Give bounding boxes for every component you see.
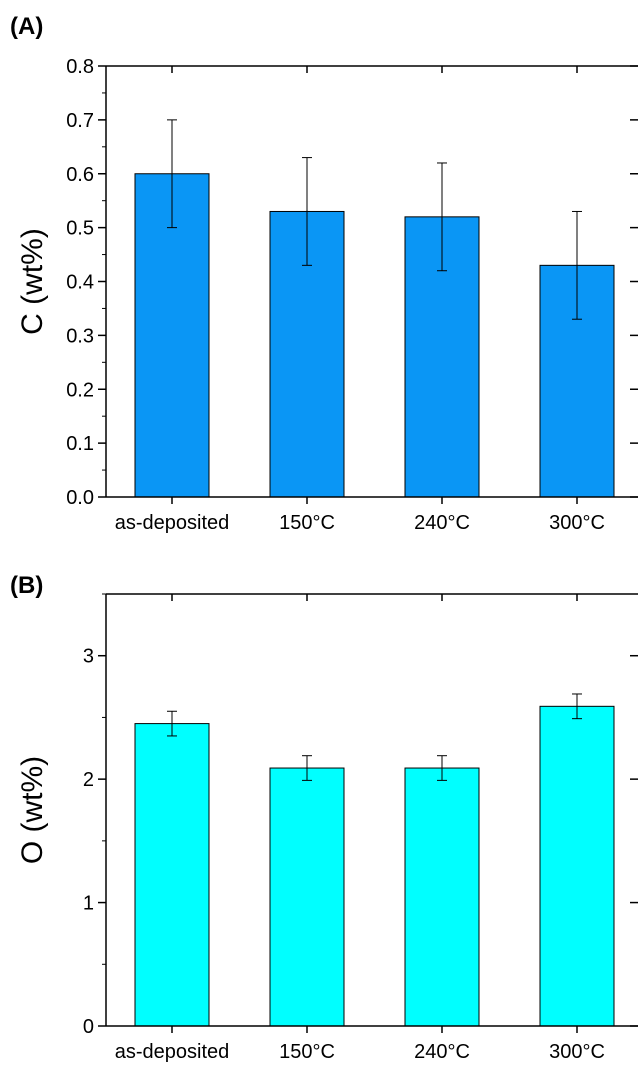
bar-1 xyxy=(269,767,345,1027)
y-tick-label: 0.8 xyxy=(66,56,94,78)
error-bar-2 xyxy=(437,755,447,781)
y-tick-label: 0.7 xyxy=(66,110,94,132)
error-bar-3 xyxy=(572,210,582,320)
y-tick-label: 0.0 xyxy=(66,487,94,509)
error-bar-1 xyxy=(302,755,312,781)
x-tick-label: 150°C xyxy=(279,512,335,534)
y-tick-label: 0.3 xyxy=(66,325,94,347)
x-tick-label: 300°C xyxy=(549,1041,605,1063)
error-bar-0 xyxy=(167,119,177,229)
panel-b: (B) 0 1 2 3 as-deposited 150°C 240°C 300°C O (wt%… xyxy=(10,572,638,1063)
y-tick-label: 0.6 xyxy=(66,164,94,186)
x-tick-label: 240°C xyxy=(414,1041,470,1063)
error-bar-3 xyxy=(572,693,582,720)
y-tick-label: 0.5 xyxy=(66,218,94,240)
y-tick-label: 0 xyxy=(83,1016,94,1038)
error-bar-2 xyxy=(437,162,447,272)
y-tick-label: 3 xyxy=(83,646,94,668)
x-tick-label: as-deposited xyxy=(115,512,230,534)
bar-3 xyxy=(539,705,615,1027)
bar-2 xyxy=(404,767,480,1027)
y-tick-label: 0.2 xyxy=(66,379,94,401)
panel-label: (B) xyxy=(10,572,43,599)
x-tick-label: 240°C xyxy=(414,512,470,534)
y-axis-title: C (wt%) xyxy=(16,228,49,335)
error-bar-0 xyxy=(167,710,177,737)
y-tick-label: 1 xyxy=(83,893,94,915)
y-tick-label: 0.1 xyxy=(66,433,94,455)
x-tick-label: 300°C xyxy=(549,512,605,534)
bar-0 xyxy=(134,723,210,1027)
y-axis-title: O (wt%) xyxy=(16,756,49,864)
x-tick-label: 150°C xyxy=(279,1041,335,1063)
error-bar-1 xyxy=(302,157,312,266)
panel-a: (A) 0.0 0.1 0.2 0.3 0.4 0.5 0.6 0.7 0.8 as-deposit… xyxy=(10,13,638,534)
x-tick-label: as-deposited xyxy=(115,1041,230,1063)
y-tick-label: 2 xyxy=(83,769,94,791)
panel-label: (A) xyxy=(10,13,43,40)
y-tick-label: 0.4 xyxy=(66,272,94,294)
